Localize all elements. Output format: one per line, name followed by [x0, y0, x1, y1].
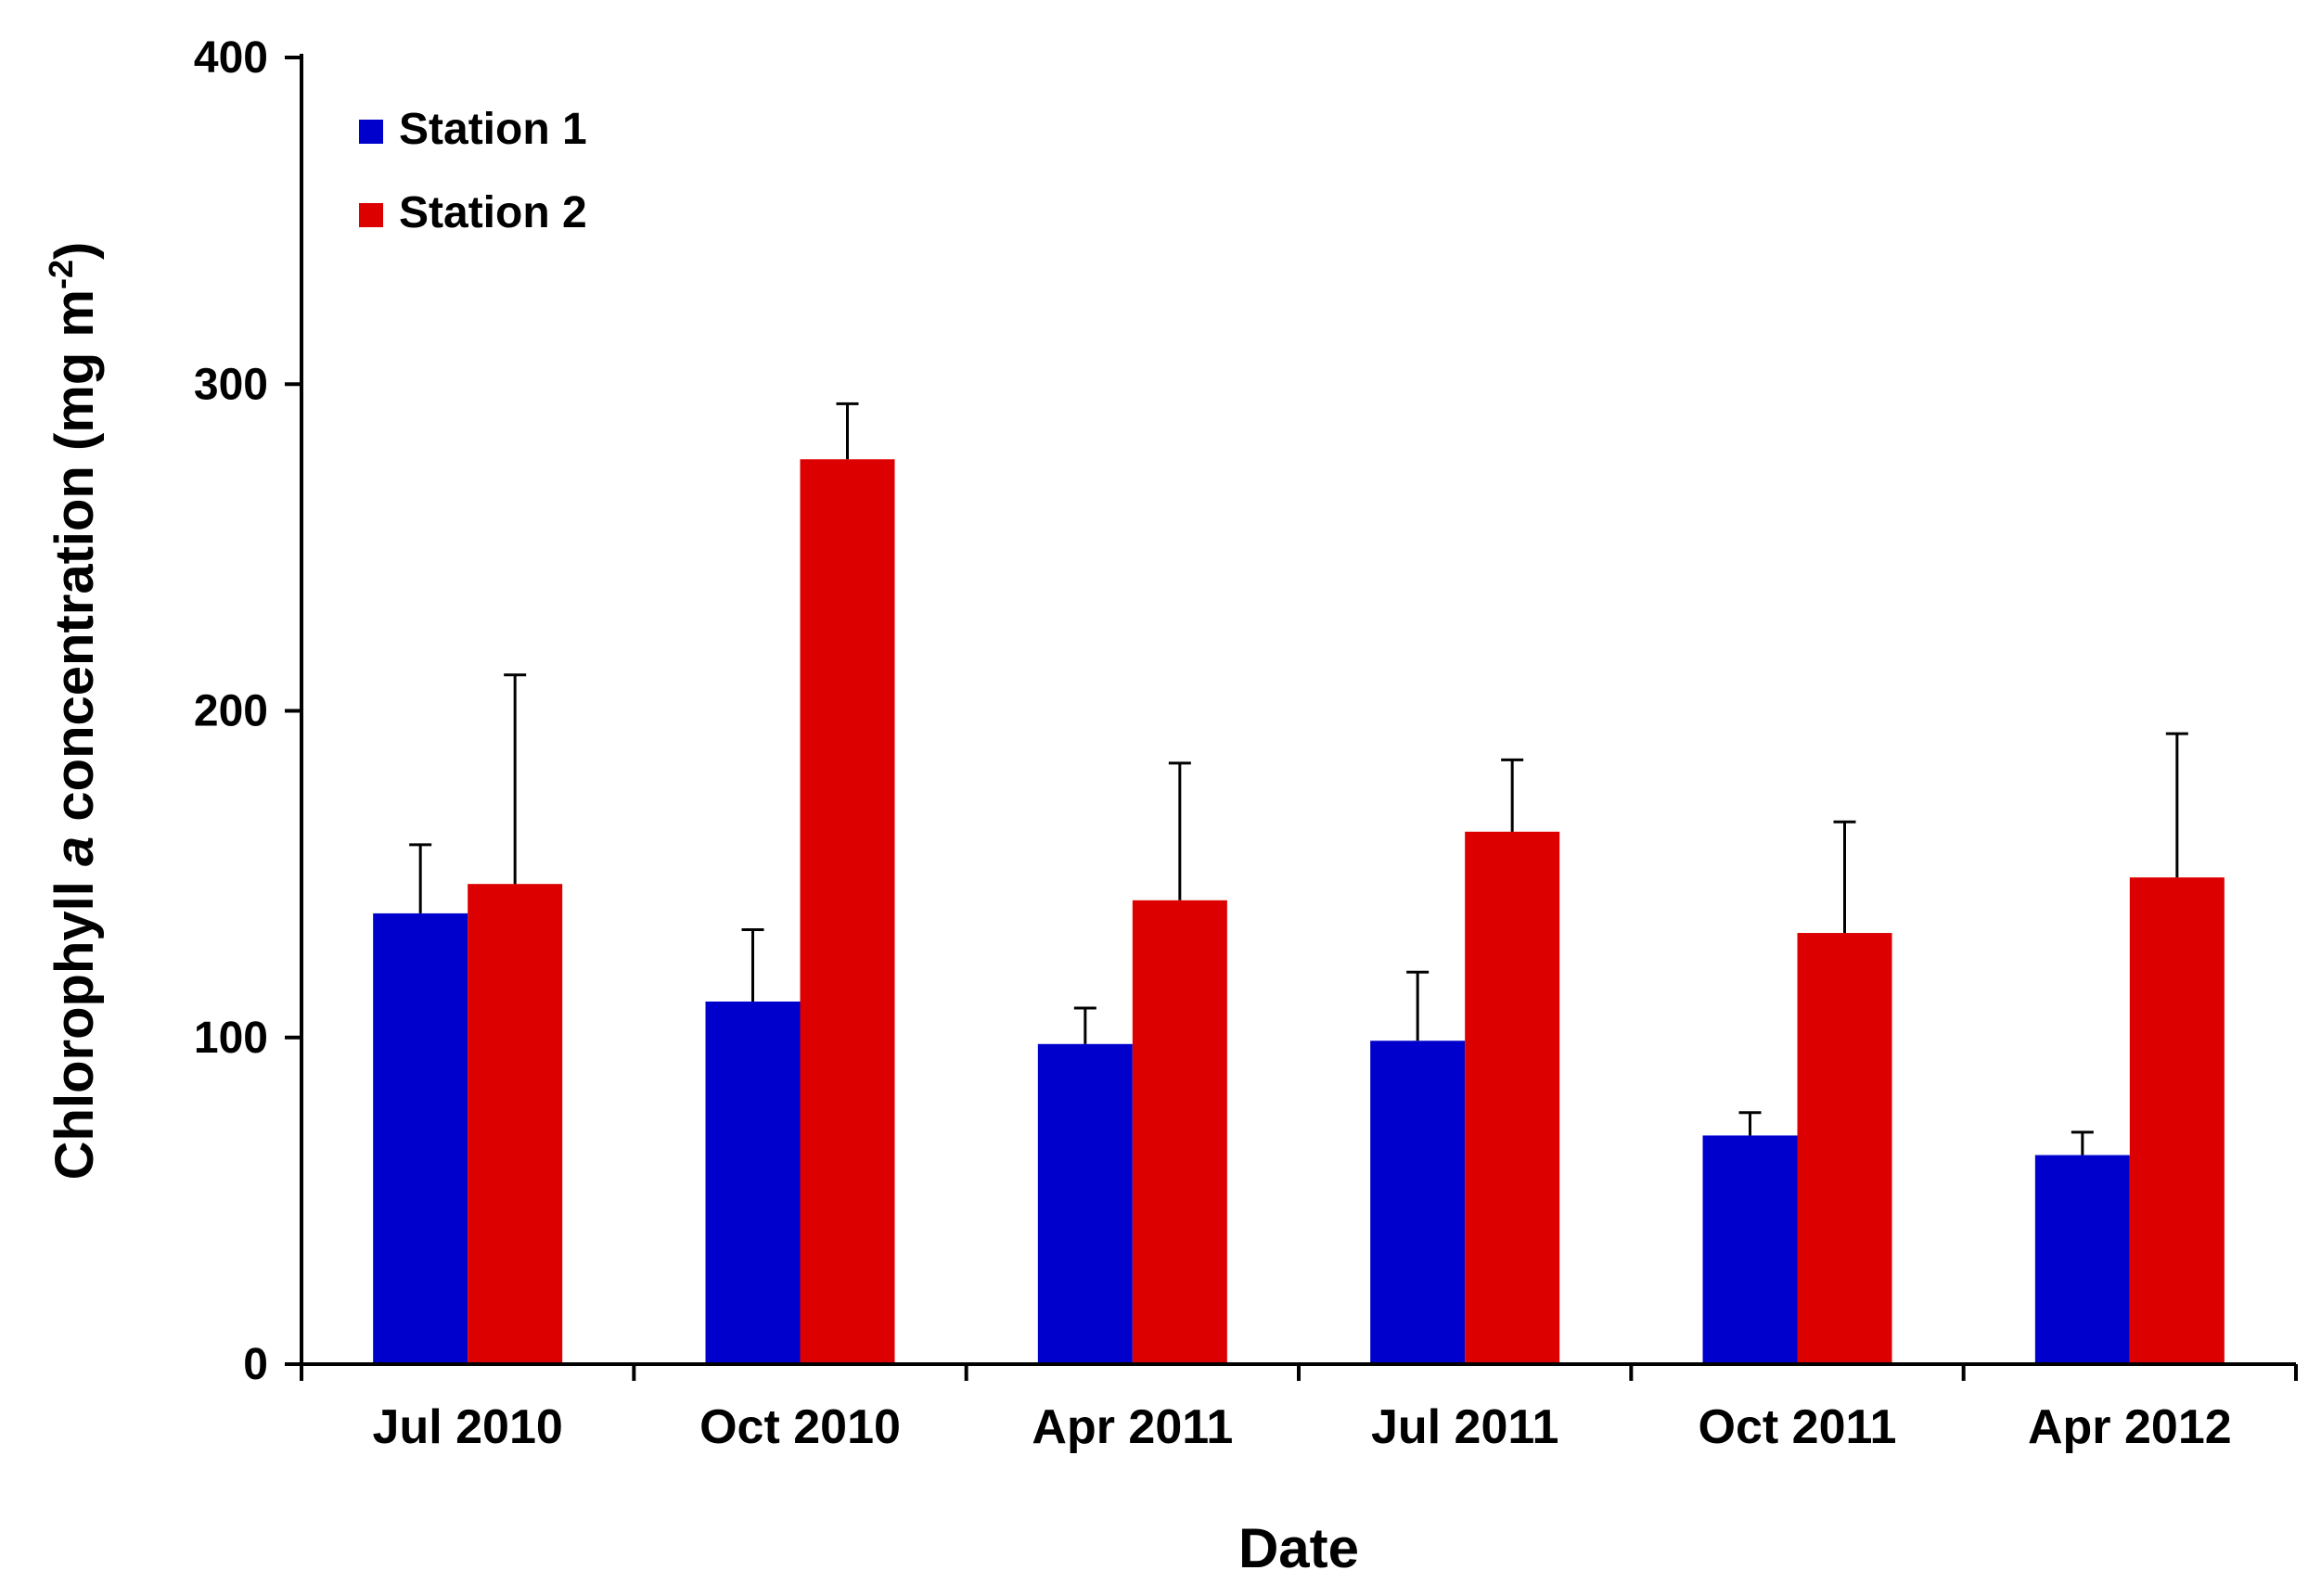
- error-bar-series-2-3: [1168, 761, 1191, 900]
- error-bar-series-2-4: [1501, 758, 1524, 832]
- bar-series-2-6: [2129, 877, 2225, 1364]
- error-bar-series-1-6: [2071, 1130, 2094, 1156]
- bar-series-1-5: [1702, 1135, 1798, 1364]
- y-tick-label-100: 100: [194, 1014, 268, 1063]
- bars-layer: [373, 459, 2225, 1365]
- x-tick-label-3: Apr 2011: [1032, 1400, 1233, 1454]
- error-bar-series-1-4: [1406, 970, 1430, 1041]
- legend-swatch-1: [359, 120, 383, 144]
- bar-series-1-2: [705, 1002, 801, 1364]
- error-bar-series-2-1: [504, 673, 527, 885]
- y-tick-label-400: 400: [194, 33, 268, 83]
- error-bar-series-2-5: [1833, 820, 1856, 934]
- error-bar-series-2-2: [836, 402, 859, 460]
- bar-series-2-3: [1132, 900, 1227, 1364]
- x-tick-label-4: Jul 2011: [1371, 1400, 1558, 1454]
- legend-label-2: Station 2: [399, 188, 587, 237]
- legend-swatch-2: [359, 203, 383, 227]
- x-tick-label-1: Jul 2010: [373, 1400, 563, 1454]
- bar-series-2-4: [1465, 831, 1560, 1364]
- x-tick-label-2: Oct 2010: [699, 1400, 901, 1454]
- error-bar-series-1-2: [741, 928, 764, 1002]
- x-tick-label-5: Oct 2011: [1699, 1400, 1897, 1454]
- y-tick-label-0: 0: [243, 1340, 268, 1389]
- y-tick-label-300: 300: [194, 360, 268, 409]
- bar-series-1-4: [1370, 1041, 1466, 1364]
- bar-series-2-5: [1797, 933, 1892, 1364]
- bar-series-2-1: [468, 884, 563, 1364]
- y-tick-label-200: 200: [194, 687, 268, 736]
- y-axis-title-superscript: -2: [42, 260, 80, 289]
- legend-label-1: Station 1: [399, 105, 587, 154]
- error-bar-series-1-3: [1073, 1006, 1096, 1044]
- x-tick-label-6: Apr 2012: [2028, 1400, 2232, 1454]
- axes-layer: [285, 54, 2298, 1381]
- x-axis-title: Date: [1238, 1517, 1359, 1579]
- y-axis-title-part: Chlorophyll: [45, 866, 105, 1180]
- bar-series-2-2: [800, 459, 895, 1365]
- error-bar-series-1-1: [409, 843, 432, 913]
- error-bars-layer: [409, 402, 2188, 1156]
- labels-layer: 0 100 200 300 400 Jul 2010 Oct 2010 Apr 2011 Jul…: [42, 33, 2232, 1579]
- error-bar-series-1-5: [1738, 1111, 1762, 1136]
- y-axis-title-part: ): [45, 242, 105, 260]
- y-axis-title-part: concentration (mg m: [45, 289, 105, 836]
- bar-series-1-3: [1037, 1043, 1133, 1364]
- y-axis-title-italic: a: [45, 836, 105, 866]
- y-axis-title: Chlorophyll a concentration (mg m-2): [42, 242, 105, 1181]
- bar-series-1-1: [373, 913, 468, 1364]
- legend: Station 1 Station 2: [359, 105, 587, 237]
- bar-series-1-6: [2034, 1155, 2130, 1364]
- error-bar-series-2-6: [2165, 732, 2188, 878]
